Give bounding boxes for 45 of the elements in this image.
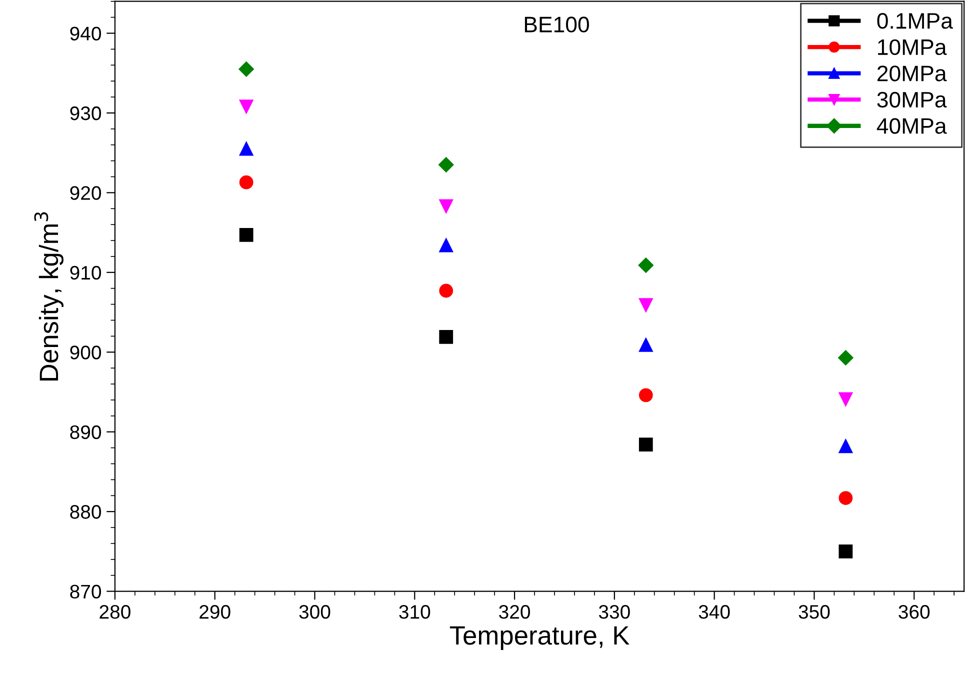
- point: [438, 157, 454, 172]
- point: [838, 392, 853, 406]
- point: [239, 228, 254, 242]
- point: [638, 258, 654, 273]
- y-tick-label: 900: [70, 346, 101, 360]
- point: [439, 330, 454, 344]
- y-tick-label: 880: [70, 505, 101, 519]
- y-tick-label: 870: [70, 584, 101, 599]
- x-tick-label: 330: [598, 605, 630, 619]
- x-axis-title: Temperature, K: [450, 626, 630, 650]
- legend-label: 0.1MPa: [877, 13, 953, 29]
- point: [239, 142, 254, 156]
- y-tick-label: 930: [70, 106, 101, 120]
- point: [439, 238, 454, 252]
- x-tick-label: 360: [898, 605, 930, 619]
- x-tick-label: 300: [299, 605, 330, 619]
- point: [439, 284, 454, 298]
- point: [838, 491, 853, 505]
- legend-label: 20MPa: [877, 66, 947, 82]
- y-tick-label: 940: [70, 26, 101, 40]
- point: [838, 544, 853, 558]
- point: [238, 62, 254, 77]
- x-tick-label: 290: [200, 605, 230, 619]
- x-tick-label: 350: [798, 605, 830, 619]
- y-axis-title: Density, kg/m$^{3}$: [34, 212, 64, 380]
- x-tick-label: 310: [399, 605, 430, 619]
- point: [638, 388, 653, 402]
- x-tick-label: 280: [100, 605, 130, 619]
- point: [838, 350, 854, 366]
- legend-label: 40MPa: [876, 118, 947, 134]
- point: [638, 298, 653, 312]
- text: BE100: [524, 16, 589, 32]
- x-tick-label: 320: [499, 605, 530, 619]
- point: [638, 438, 653, 452]
- point: [239, 175, 254, 190]
- legend-label: 10MPa: [878, 39, 947, 56]
- legend-label: 30MPa: [877, 92, 947, 108]
- y-tick-label: 920: [70, 186, 101, 200]
- x-tick-label: 340: [698, 605, 730, 619]
- point: [239, 100, 254, 114]
- y-tick-label: 910: [70, 266, 101, 280]
- y-tick-label: 890: [70, 425, 101, 440]
- point: [638, 338, 653, 352]
- point: [439, 199, 454, 214]
- point: [838, 439, 853, 454]
